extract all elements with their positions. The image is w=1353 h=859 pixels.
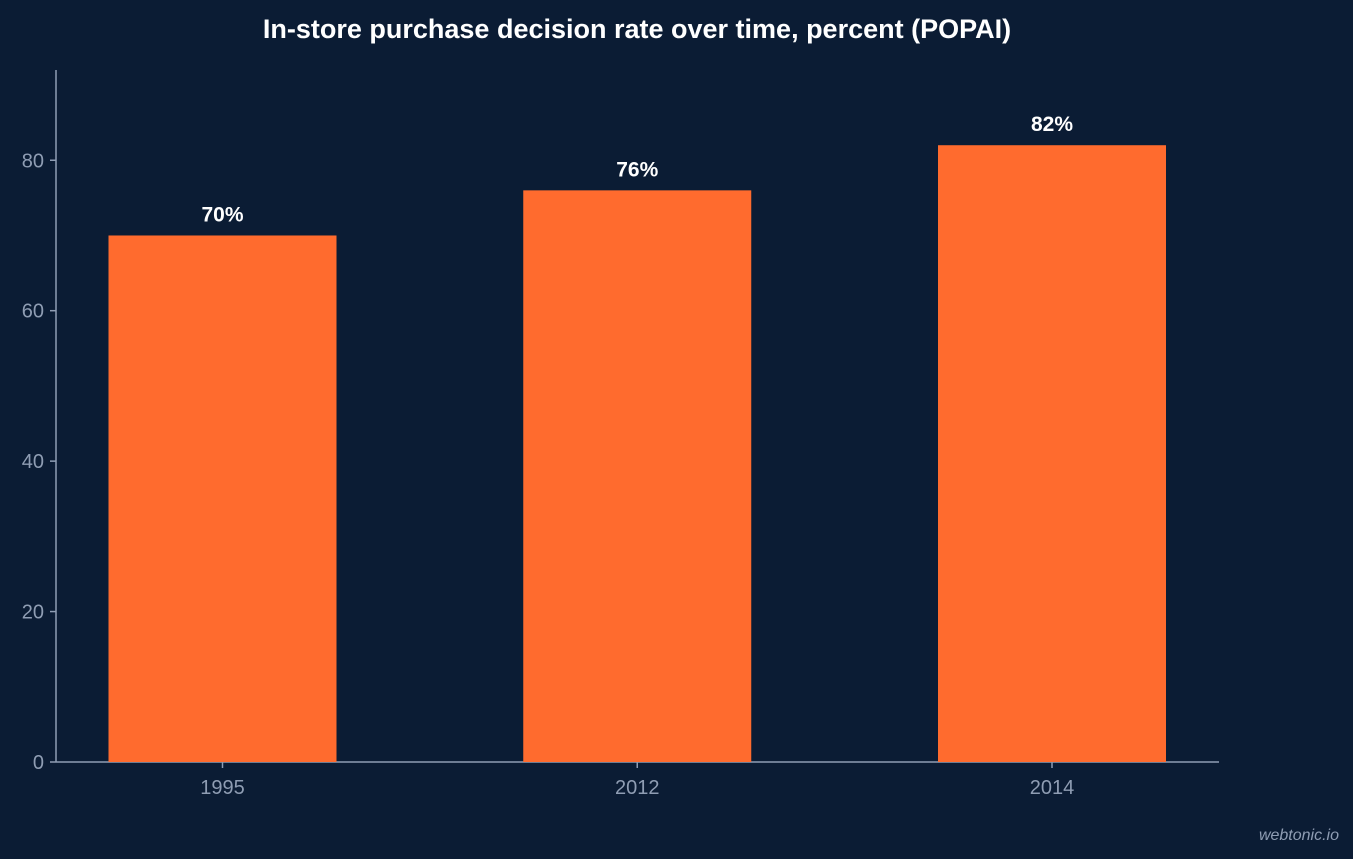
x-tick-label: 2014: [1030, 777, 1075, 799]
y-tick-label: 80: [22, 150, 44, 172]
data-label-2014: 82%: [1031, 113, 1073, 136]
y-tick-label: 0: [33, 752, 44, 774]
bar-2012: [523, 190, 752, 762]
data-labels: 70% 76% 82%: [201, 113, 1073, 226]
watermark: webtonic.io: [1258, 827, 1339, 844]
bar-1995: [108, 235, 337, 762]
y-axis-ticks: 0 20 40 60 80: [22, 150, 56, 774]
bars: [108, 145, 1166, 762]
x-tick-label: 2012: [615, 777, 660, 799]
chart-title: In-store purchase decision rate over tim…: [263, 14, 1011, 44]
data-label-2012: 76%: [616, 158, 658, 181]
x-axis-ticks: 1995 2012 2014: [200, 762, 1074, 799]
y-tick-label: 40: [22, 451, 44, 473]
y-tick-label: 20: [22, 602, 44, 624]
bar-2014: [938, 145, 1166, 762]
y-tick-label: 60: [22, 301, 44, 323]
data-label-1995: 70%: [201, 203, 243, 226]
x-tick-label: 1995: [200, 777, 245, 799]
